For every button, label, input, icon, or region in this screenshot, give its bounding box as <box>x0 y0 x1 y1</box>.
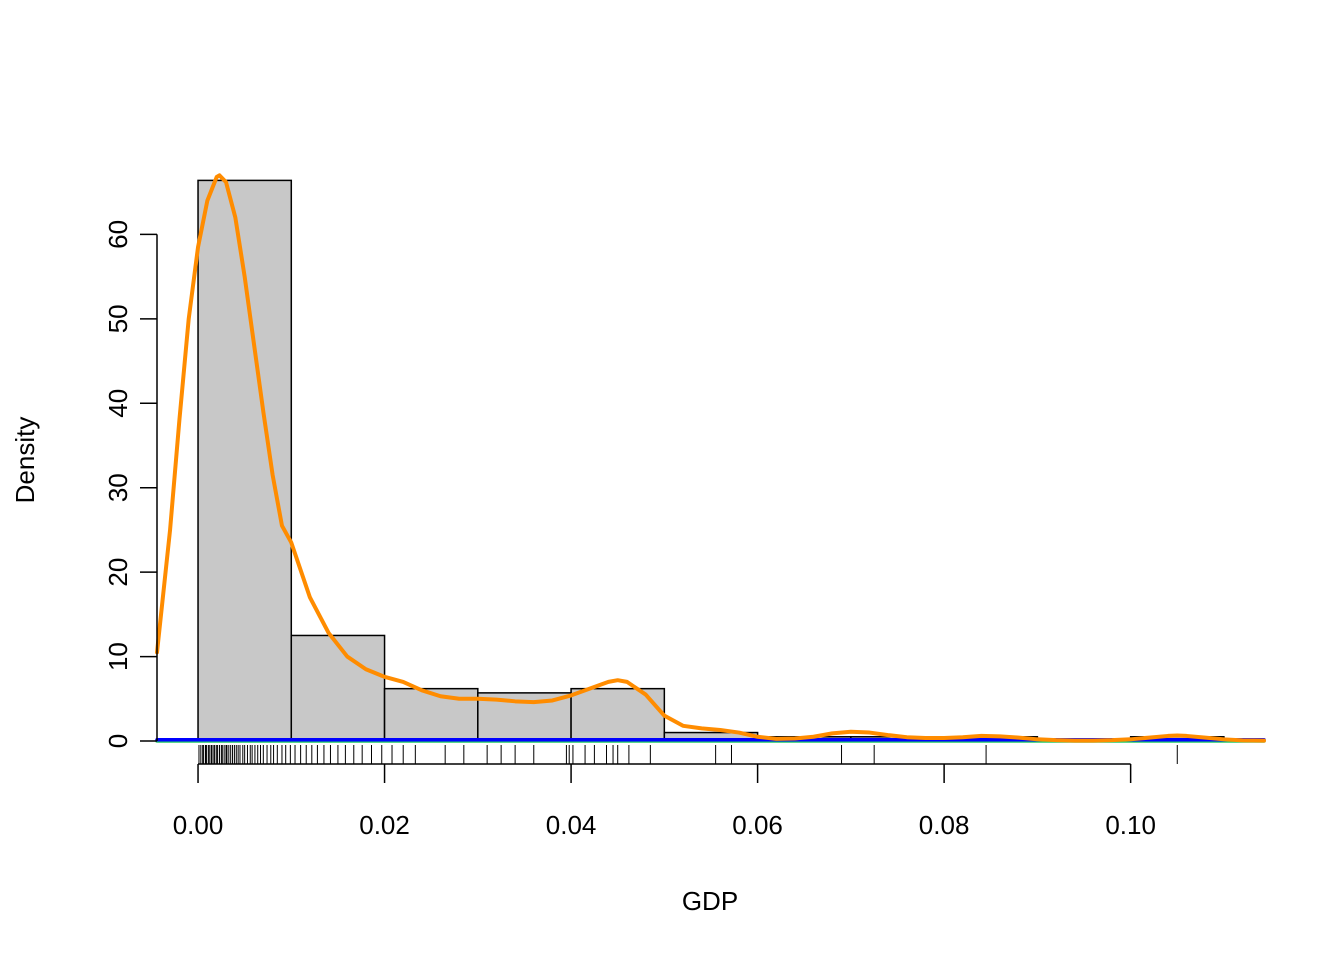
x-tick-label-4: 0.08 <box>919 810 970 840</box>
y-tick-label-6: 60 <box>103 220 133 249</box>
histogram-bar-1 <box>290 634 386 742</box>
x-tick-label-5: 0.10 <box>1105 810 1156 840</box>
y-axis: 0 10 20 30 40 50 60 <box>103 220 158 748</box>
y-tick-label-0: 0 <box>103 734 133 748</box>
histogram-bar-4 <box>570 687 666 742</box>
y-tick-label-2: 20 <box>103 558 133 587</box>
histogram-bar-2 <box>383 687 479 742</box>
y-tick-label-5: 50 <box>103 304 133 333</box>
x-tick-label-2: 0.04 <box>546 810 597 840</box>
rug-marks <box>198 745 1178 764</box>
density-line-0 <box>155 173 1266 743</box>
density-lines <box>155 173 1266 743</box>
y-tick-label-3: 30 <box>103 473 133 502</box>
x-tick-label-3: 0.06 <box>732 810 783 840</box>
x-tick-label-1: 0.02 <box>359 810 410 840</box>
x-axis: 0.00 0.02 0.04 0.06 0.08 0.10 <box>173 763 1156 840</box>
y-tick-label-4: 40 <box>103 389 133 418</box>
y-axis-title: Density <box>10 417 40 504</box>
x-tick-label-0: 0.00 <box>173 810 224 840</box>
x-axis-title: GDP <box>682 886 738 916</box>
histogram-bars <box>197 179 1225 742</box>
y-tick-label-1: 10 <box>103 642 133 671</box>
